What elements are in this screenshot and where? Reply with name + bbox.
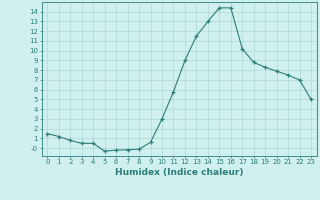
X-axis label: Humidex (Indice chaleur): Humidex (Indice chaleur) [115, 168, 244, 177]
